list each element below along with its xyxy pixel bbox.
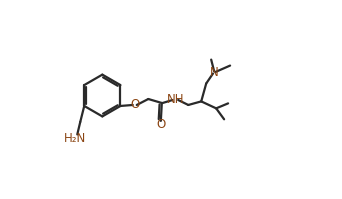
Text: N: N xyxy=(210,66,219,79)
Text: O: O xyxy=(130,99,140,111)
Text: NH: NH xyxy=(167,94,184,106)
Text: O: O xyxy=(156,118,166,131)
Text: H₂N: H₂N xyxy=(64,132,87,145)
